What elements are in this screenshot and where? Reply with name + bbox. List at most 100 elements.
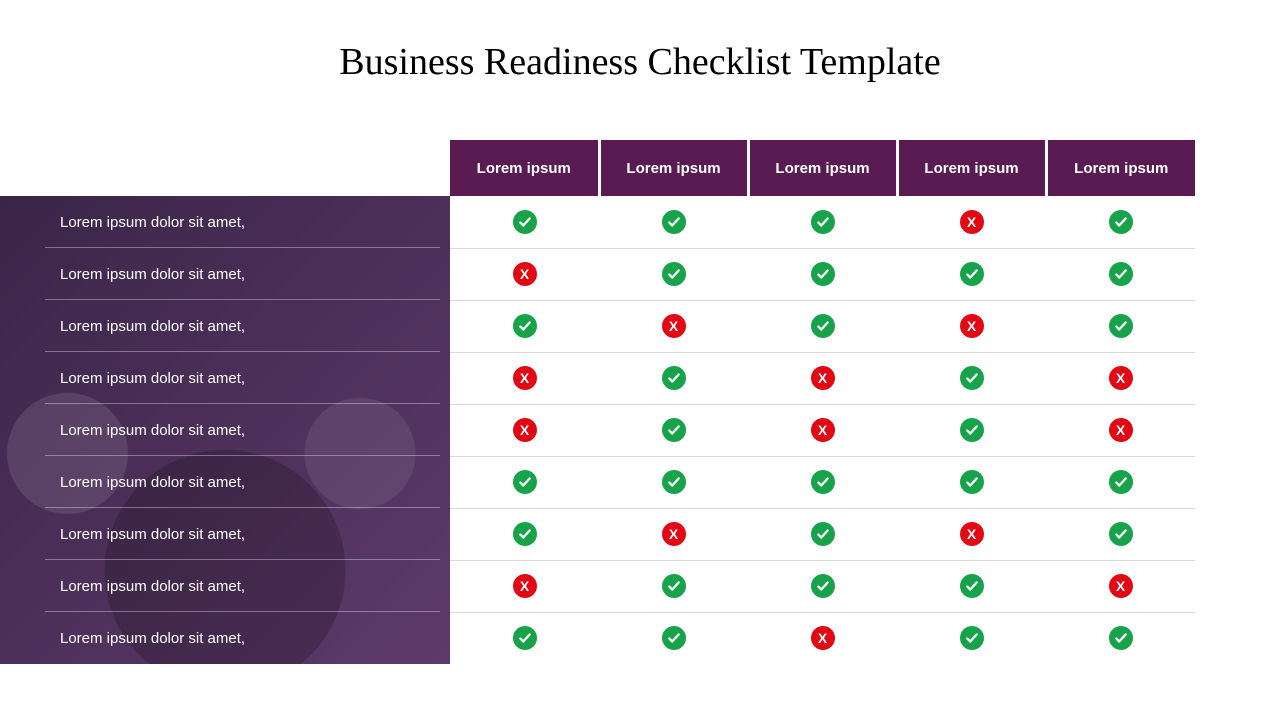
- table-row: Lorem ipsum dolor sit amet, X X: [0, 300, 1195, 352]
- cross-icon: X: [513, 574, 537, 598]
- status-cell: [748, 248, 897, 300]
- check-icon: [1109, 262, 1133, 286]
- check-icon: [960, 574, 984, 598]
- check-icon: [662, 210, 686, 234]
- status-cell: [748, 560, 897, 612]
- check-icon: [811, 522, 835, 546]
- check-icon: [513, 522, 537, 546]
- row-label: Lorem ipsum dolor sit amet,: [0, 612, 450, 664]
- status-cell: [599, 456, 748, 508]
- cross-icon: X: [513, 366, 537, 390]
- cross-icon: X: [513, 418, 537, 442]
- check-icon: [960, 262, 984, 286]
- status-cell: X: [1046, 404, 1195, 456]
- status-cell: X: [1046, 352, 1195, 404]
- status-cell: X: [599, 508, 748, 560]
- cross-icon: X: [513, 262, 537, 286]
- check-icon: [811, 314, 835, 338]
- check-icon: [960, 626, 984, 650]
- status-cell: [450, 456, 599, 508]
- check-icon: [662, 418, 686, 442]
- check-icon: [1109, 210, 1133, 234]
- checklist-table: Lorem ipsum Lorem ipsum Lorem ipsum Lore…: [0, 140, 1195, 664]
- status-cell: [1046, 456, 1195, 508]
- cross-icon: X: [811, 366, 835, 390]
- status-cell: [1046, 612, 1195, 664]
- status-cell: X: [599, 300, 748, 352]
- status-cell: [450, 196, 599, 248]
- column-header: Lorem ipsum: [1046, 140, 1195, 196]
- status-cell: [748, 300, 897, 352]
- cross-icon: X: [662, 522, 686, 546]
- check-icon: [513, 470, 537, 494]
- status-cell: X: [897, 508, 1046, 560]
- check-icon: [662, 366, 686, 390]
- status-cell: [748, 508, 897, 560]
- column-header: Lorem ipsum: [748, 140, 897, 196]
- status-cell: [450, 612, 599, 664]
- status-cell: X: [450, 352, 599, 404]
- table-row: Lorem ipsum dolor sit amet, X: [0, 196, 1195, 248]
- check-icon: [1109, 522, 1133, 546]
- status-cell: [450, 300, 599, 352]
- table-row: Lorem ipsum dolor sit amet, X: [0, 248, 1195, 300]
- status-cell: [599, 560, 748, 612]
- status-cell: [897, 352, 1046, 404]
- check-icon: [1109, 314, 1133, 338]
- status-cell: X: [748, 352, 897, 404]
- status-cell: [897, 560, 1046, 612]
- check-icon: [811, 574, 835, 598]
- row-label: Lorem ipsum dolor sit amet,: [0, 196, 450, 248]
- row-label: Lorem ipsum dolor sit amet,: [0, 456, 450, 508]
- table-row: Lorem ipsum dolor sit amet, X: [0, 612, 1195, 664]
- status-cell: [748, 456, 897, 508]
- status-cell: [599, 612, 748, 664]
- column-header: Lorem ipsum: [897, 140, 1046, 196]
- status-cell: [450, 508, 599, 560]
- status-cell: X: [450, 560, 599, 612]
- check-icon: [662, 574, 686, 598]
- page-title: Business Readiness Checklist Template: [0, 40, 1280, 84]
- status-cell: X: [450, 248, 599, 300]
- check-icon: [960, 470, 984, 494]
- check-icon: [513, 210, 537, 234]
- check-icon: [1109, 626, 1133, 650]
- cross-icon: X: [960, 210, 984, 234]
- status-cell: [897, 456, 1046, 508]
- cross-icon: X: [662, 314, 686, 338]
- column-header: Lorem ipsum: [599, 140, 748, 196]
- status-cell: [1046, 196, 1195, 248]
- table-row: Lorem ipsum dolor sit amet,XX: [0, 560, 1195, 612]
- cross-icon: X: [1109, 418, 1133, 442]
- status-cell: [897, 248, 1046, 300]
- cross-icon: X: [811, 418, 835, 442]
- column-header: Lorem ipsum: [450, 140, 599, 196]
- status-cell: X: [897, 300, 1046, 352]
- status-cell: [1046, 300, 1195, 352]
- cross-icon: X: [1109, 574, 1133, 598]
- status-cell: X: [897, 196, 1046, 248]
- row-label: Lorem ipsum dolor sit amet,: [0, 352, 450, 404]
- table-row: Lorem ipsum dolor sit amet,: [0, 456, 1195, 508]
- table-row: Lorem ipsum dolor sit amet, X X: [0, 508, 1195, 560]
- check-icon: [960, 418, 984, 442]
- row-label: Lorem ipsum dolor sit amet,: [0, 508, 450, 560]
- table-row: Lorem ipsum dolor sit amet, X X X: [0, 404, 1195, 456]
- row-label: Lorem ipsum dolor sit amet,: [0, 404, 450, 456]
- status-cell: [897, 404, 1046, 456]
- check-icon: [1109, 470, 1133, 494]
- table-corner: [0, 140, 450, 196]
- row-label: Lorem ipsum dolor sit amet,: [0, 248, 450, 300]
- cross-icon: X: [1109, 366, 1133, 390]
- status-cell: X: [748, 612, 897, 664]
- check-icon: [662, 262, 686, 286]
- status-cell: [599, 248, 748, 300]
- status-cell: [748, 196, 897, 248]
- check-icon: [960, 366, 984, 390]
- status-cell: [599, 352, 748, 404]
- row-label: Lorem ipsum dolor sit amet,: [0, 300, 450, 352]
- table-row: Lorem ipsum dolor sit amet, X X X: [0, 352, 1195, 404]
- status-cell: [599, 196, 748, 248]
- cross-icon: X: [960, 314, 984, 338]
- status-cell: [897, 612, 1046, 664]
